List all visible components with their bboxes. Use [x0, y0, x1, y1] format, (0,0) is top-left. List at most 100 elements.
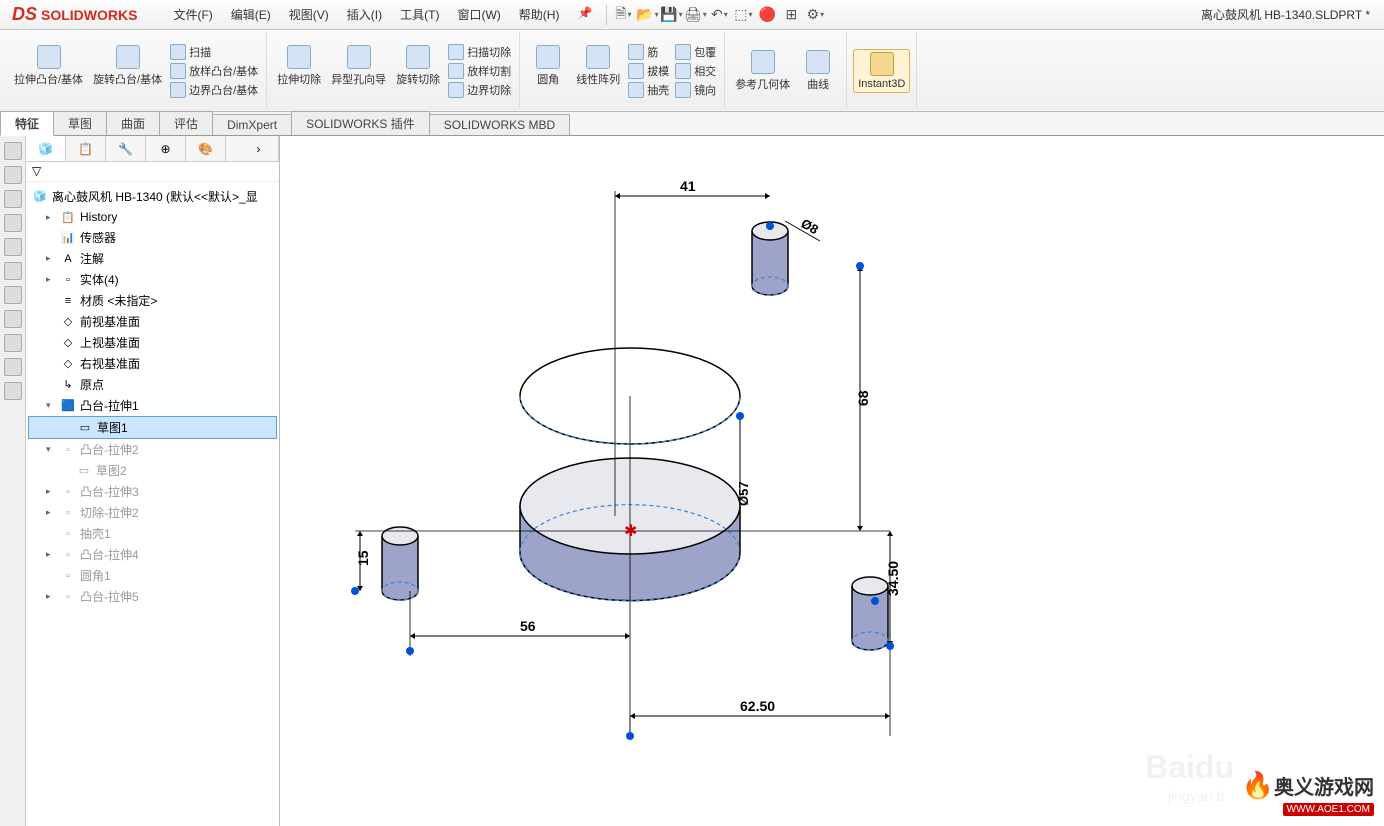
- new-icon[interactable]: 🗎: [613, 5, 633, 25]
- tree-node-17[interactable]: ▫圆角1: [28, 565, 277, 586]
- tree-tab-fm[interactable]: 🧊: [26, 136, 66, 161]
- rail-icon-9[interactable]: [4, 334, 22, 352]
- rail-icon-10[interactable]: [4, 358, 22, 376]
- menu-tools[interactable]: 工具(T): [392, 2, 447, 27]
- tree-filter[interactable]: ▽: [26, 162, 279, 182]
- tree-node-7[interactable]: ◇右视基准面: [28, 353, 277, 374]
- select-icon[interactable]: ⬚: [733, 5, 753, 25]
- rail-icon-2[interactable]: [4, 166, 22, 184]
- sweep-button[interactable]: 扫描: [168, 43, 260, 61]
- rail-icon-11[interactable]: [4, 382, 22, 400]
- tree-node-13[interactable]: ▸▫凸台-拉伸3: [28, 481, 277, 502]
- rebuild-icon[interactable]: 🔴: [757, 5, 777, 25]
- tree-tab-config[interactable]: 🔧: [106, 136, 146, 161]
- options-icon[interactable]: ⊞: [781, 5, 801, 25]
- ref-geometry-button[interactable]: 参考几何体: [731, 48, 794, 94]
- expand-icon[interactable]: ▸: [46, 212, 56, 223]
- expand-icon[interactable]: ▾: [46, 444, 56, 455]
- rail-icon-3[interactable]: [4, 190, 22, 208]
- shell-button[interactable]: 抽壳: [626, 81, 671, 99]
- rail-icon-4[interactable]: [4, 214, 22, 232]
- linear-pattern-button[interactable]: 线性阵列: [572, 43, 624, 99]
- menu-window[interactable]: 窗口(W): [449, 2, 508, 27]
- tab-plugins[interactable]: SOLIDWORKS 插件: [291, 111, 430, 135]
- rail-icon-8[interactable]: [4, 310, 22, 328]
- tab-sketch[interactable]: 草图: [53, 111, 107, 135]
- expand-icon[interactable]: ▸: [46, 253, 56, 264]
- menu-help[interactable]: 帮助(H): [511, 2, 568, 27]
- ribbon-group-ref: 参考几何体 曲线: [725, 32, 847, 109]
- menu-view[interactable]: 视图(V): [281, 2, 337, 27]
- fillet-button[interactable]: 圆角: [526, 43, 570, 99]
- expand-icon[interactable]: ▸: [46, 549, 56, 560]
- tree-node-1[interactable]: 📊传感器: [28, 227, 277, 248]
- tree-node-2[interactable]: ▸A注解: [28, 248, 277, 269]
- settings-icon[interactable]: ⚙: [805, 5, 825, 25]
- tree-node-16[interactable]: ▸▫凸台-拉伸4: [28, 544, 277, 565]
- tree-node-8[interactable]: ↳原点: [28, 374, 277, 395]
- tree-tab-dim[interactable]: ⊕: [146, 136, 186, 161]
- tree-node-6[interactable]: ◇上视基准面: [28, 332, 277, 353]
- loft-cut-button[interactable]: 放样切割: [446, 62, 513, 80]
- tree-node-3[interactable]: ▸▫实体(4): [28, 269, 277, 290]
- rail-icon-6[interactable]: [4, 262, 22, 280]
- curves-button[interactable]: 曲线: [796, 48, 840, 94]
- open-icon[interactable]: 📂: [637, 5, 657, 25]
- mirror-button[interactable]: 镜向: [673, 81, 718, 99]
- tree-node-14[interactable]: ▸▫切除-拉伸2: [28, 502, 277, 523]
- menu-edit[interactable]: 编辑(E): [223, 2, 279, 27]
- wrap-button[interactable]: 包覆: [673, 43, 718, 61]
- instant3d-button[interactable]: Instant3D: [853, 49, 910, 93]
- tree-node-5[interactable]: ◇前视基准面: [28, 311, 277, 332]
- boundary-button[interactable]: 边界凸台/基体: [168, 81, 260, 99]
- node-label: 凸台-拉伸4: [80, 546, 139, 563]
- revolve-cut-button[interactable]: 旋转切除: [392, 43, 444, 99]
- tree-node-10[interactable]: ▭草图1: [28, 416, 277, 439]
- extrude-cut-button[interactable]: 拉伸切除: [273, 43, 325, 99]
- expand-icon[interactable]: ▾: [46, 400, 56, 411]
- rail-icon-1[interactable]: [4, 142, 22, 160]
- expand-icon[interactable]: ▸: [46, 591, 56, 602]
- tab-surface[interactable]: 曲面: [106, 111, 160, 135]
- node-icon: ▫: [60, 589, 76, 605]
- print-icon[interactable]: 🖨: [685, 5, 705, 25]
- loft-button[interactable]: 放样凸台/基体: [168, 62, 260, 80]
- rail-icon-7[interactable]: [4, 286, 22, 304]
- tree-node-0[interactable]: ▸📋History: [28, 207, 277, 227]
- draft-button[interactable]: 拔模: [626, 62, 671, 80]
- tree-node-4[interactable]: ≡材质 <未指定>: [28, 290, 277, 311]
- node-icon: ◇: [60, 335, 76, 351]
- tree-tab-display[interactable]: 🎨: [186, 136, 226, 161]
- tree-tab-prop[interactable]: 📋: [66, 136, 106, 161]
- extrude-boss-button[interactable]: 拉伸凸台/基体: [10, 43, 87, 99]
- tab-evaluate[interactable]: 评估: [159, 111, 213, 135]
- rib-button[interactable]: 筋: [626, 43, 671, 61]
- undo-icon[interactable]: ↶: [709, 5, 729, 25]
- tab-mbd[interactable]: SOLIDWORKS MBD: [429, 114, 570, 135]
- intersect-button[interactable]: 相交: [673, 62, 718, 80]
- tab-dimxpert[interactable]: DimXpert: [212, 114, 292, 135]
- graphics-canvas[interactable]: 41Ø86834.5062.505615Ø57✱ Baidu jingyan.b…: [280, 136, 1384, 826]
- tree-node-15[interactable]: ▫抽壳1: [28, 523, 277, 544]
- expand-icon[interactable]: ▸: [46, 486, 56, 497]
- node-label: 凸台-拉伸5: [80, 588, 139, 605]
- expand-icon[interactable]: ▸: [46, 507, 56, 518]
- menu-insert[interactable]: 插入(I): [339, 2, 390, 27]
- tab-features[interactable]: 特征: [0, 111, 54, 136]
- menu-file[interactable]: 文件(F): [165, 2, 220, 27]
- expand-icon[interactable]: ▸: [46, 274, 56, 285]
- revolve-boss-button[interactable]: 旋转凸台/基体: [89, 43, 166, 99]
- rail-icon-5[interactable]: [4, 238, 22, 256]
- tree-node-12[interactable]: ▭草图2: [28, 460, 277, 481]
- tree-tab-more[interactable]: ›: [239, 136, 279, 161]
- app-name: SOLIDWORKS: [41, 7, 137, 23]
- tree-node-11[interactable]: ▾▫凸台-拉伸2: [28, 439, 277, 460]
- sweep-cut-button[interactable]: 扫描切除: [446, 43, 513, 61]
- tree-node-9[interactable]: ▾🟦凸台-拉伸1: [28, 395, 277, 416]
- boundary-cut-button[interactable]: 边界切除: [446, 81, 513, 99]
- save-icon[interactable]: 💾: [661, 5, 681, 25]
- pin-icon[interactable]: 📌: [569, 2, 600, 27]
- tree-node-18[interactable]: ▸ ▫凸台-拉伸5: [28, 586, 277, 607]
- tree-root[interactable]: 🧊 离心鼓风机 HB-1340 (默认<<默认>_显: [28, 186, 277, 207]
- hole-wizard-button[interactable]: 异型孔向导: [327, 43, 390, 99]
